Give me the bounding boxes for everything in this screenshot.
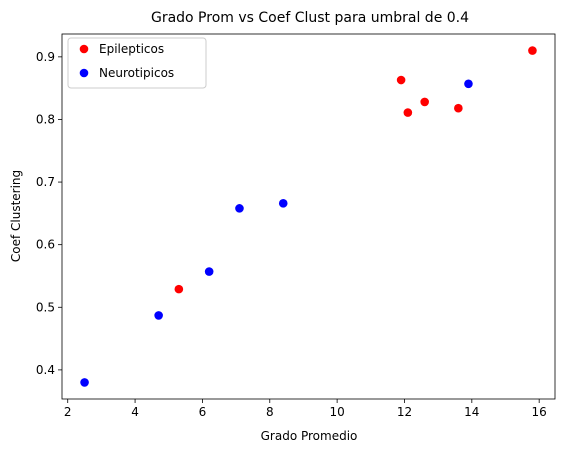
x-axis-label: Grado Promedio bbox=[261, 429, 358, 443]
x-tick-label: 16 bbox=[532, 405, 547, 419]
legend: Epilepticos Neurotipicos bbox=[67, 37, 207, 89]
y-tick-label: 0.9 bbox=[36, 50, 55, 64]
legend-marker-epilepticos bbox=[79, 44, 89, 54]
y-tick-label: 0.8 bbox=[36, 112, 55, 126]
x-tick-label: 14 bbox=[464, 405, 479, 419]
point-neurotipicos bbox=[278, 199, 288, 208]
legend-label-neurotipicos: Neurotipicos bbox=[99, 66, 174, 80]
point-neurotipicos bbox=[80, 378, 89, 387]
y-axis-label: Coef Clustering bbox=[9, 170, 23, 262]
x-tick-label: 4 bbox=[131, 405, 139, 419]
point-epilepticos bbox=[420, 97, 429, 107]
y-axis-ticks: 0.4 0.5 0.6 0.7 0.8 0.9 bbox=[36, 50, 62, 377]
y-tick-label: 0.6 bbox=[36, 238, 55, 252]
x-tick-label: 8 bbox=[266, 405, 274, 419]
x-tick-label: 10 bbox=[329, 405, 344, 419]
y-tick-label: 0.7 bbox=[36, 175, 55, 189]
x-tick-label: 12 bbox=[397, 405, 412, 419]
y-tick-label: 0.4 bbox=[36, 363, 55, 377]
x-axis-ticks: 2 4 6 8 10 12 14 16 bbox=[64, 399, 547, 419]
y-tick-label: 0.5 bbox=[36, 300, 55, 314]
point-neurotipicos bbox=[235, 204, 244, 213]
point-neurotipicos bbox=[154, 311, 163, 320]
legend-box bbox=[67, 37, 207, 89]
point-neurotipicos bbox=[464, 79, 473, 89]
legend-marker-neurotipicos bbox=[79, 68, 89, 78]
chart-title: Grado Prom vs Coef Clust para umbral de … bbox=[151, 10, 469, 26]
legend-label-epilepticos: Epilepticos bbox=[99, 42, 164, 56]
plot-area bbox=[61, 33, 556, 400]
x-tick-label: 2 bbox=[64, 405, 72, 419]
x-tick-label: 6 bbox=[199, 405, 207, 419]
point-epilepticos bbox=[454, 103, 463, 113]
point-epilepticos bbox=[403, 108, 413, 117]
point-epilepticos bbox=[174, 284, 184, 294]
point-neurotipicos bbox=[204, 267, 214, 276]
point-epilepticos bbox=[396, 75, 406, 85]
point-epilepticos bbox=[528, 46, 537, 55]
data-points bbox=[80, 46, 537, 387]
